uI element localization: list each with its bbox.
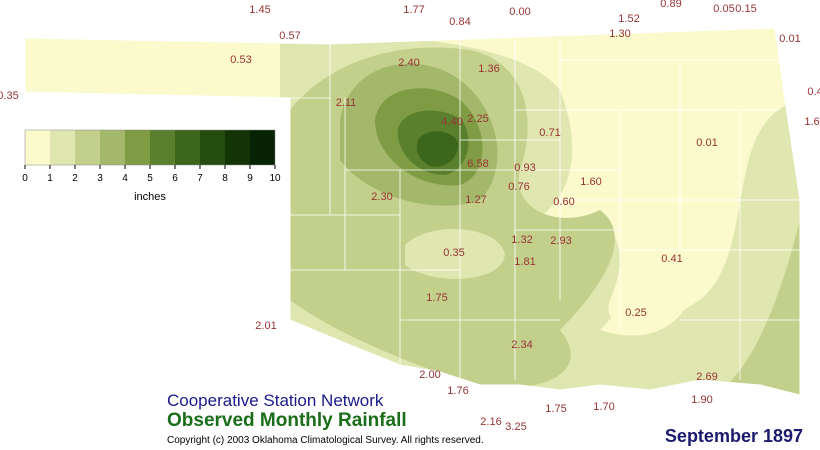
station-value: 2.93 — [550, 235, 571, 247]
station-value: 0.71 — [539, 127, 560, 139]
legend-swatch — [250, 130, 275, 165]
legend: 0 1 2 3 4 5 6 7 8 9 10 — [22, 129, 281, 184]
station-value: 0.57 — [279, 30, 300, 42]
legend-tick-label: 0 — [22, 173, 28, 184]
station-value: 1.6 — [804, 116, 819, 128]
station-value: 1.52 — [618, 13, 639, 25]
station-value: 2.40 — [398, 57, 419, 69]
station-value: 0.25 — [625, 307, 646, 319]
station-value: 0.35 — [0, 90, 19, 102]
station-value: 0.35 — [443, 247, 464, 259]
station-value: 2.30 — [371, 191, 392, 203]
station-value: 3.25 — [505, 421, 526, 433]
station-value: 1.30 — [609, 28, 630, 40]
station-value: 0.01 — [696, 137, 717, 149]
legend-swatch — [225, 130, 250, 165]
station-value: 1.90 — [691, 394, 712, 406]
period: September 1897 — [665, 426, 803, 446]
station-value: 0.93 — [514, 162, 535, 174]
copyright: Copyright (c) 2003 Oklahoma Climatologic… — [167, 435, 484, 446]
legend-tick-label: 10 — [269, 173, 281, 184]
station-value: 2.01 — [255, 320, 276, 332]
legend-tick-label: 4 — [122, 173, 128, 184]
station-value: 2.25 — [467, 113, 488, 125]
legend-swatch — [125, 130, 150, 165]
legend-tick-label: 1 — [47, 173, 53, 184]
legend-swatch — [50, 130, 75, 165]
legend-swatch — [200, 130, 225, 165]
station-value: 0.01 — [779, 33, 800, 45]
station-value: 6.58 — [467, 158, 488, 170]
station-value: 1.60 — [580, 176, 601, 188]
station-value: 0.4 — [807, 86, 820, 98]
legend-unit: inches — [134, 191, 166, 203]
station-value: 0.89 — [660, 0, 681, 10]
station-value: 4.40 — [441, 116, 462, 128]
station-values: 1.45 1.77 0.84 0.00 1.52 0.89 0.05 0.15 … — [0, 0, 820, 433]
legend-tick-label: 5 — [147, 173, 153, 184]
legend-swatch — [75, 130, 100, 165]
legend-swatch — [150, 130, 175, 165]
station-value: 1.75 — [426, 292, 447, 304]
station-value: 1.75 — [545, 403, 566, 415]
station-value: 2.69 — [696, 371, 717, 383]
station-value: 2.00 — [419, 369, 440, 381]
map-title: Observed Monthly Rainfall — [167, 410, 407, 431]
station-value: 1.45 — [249, 4, 270, 16]
station-value: 2.11 — [336, 97, 357, 109]
station-value: 0.41 — [661, 253, 682, 265]
station-value: 0.15 — [735, 3, 756, 15]
station-value: 1.77 — [403, 4, 424, 16]
legend-tick-label: 9 — [247, 173, 253, 184]
station-value: 1.27 — [465, 194, 486, 206]
legend-swatch — [100, 130, 125, 165]
station-value: 0.60 — [553, 196, 574, 208]
station-value: 0.76 — [508, 181, 529, 193]
station-value: 0.53 — [230, 54, 251, 66]
station-value: 1.70 — [593, 401, 614, 413]
station-value: 0.00 — [509, 6, 530, 18]
network-title: Cooperative Station Network — [167, 391, 384, 410]
station-value: 1.76 — [447, 385, 468, 397]
station-value: 2.34 — [511, 339, 532, 351]
legend-tick-label: 2 — [72, 173, 78, 184]
station-value: 1.81 — [514, 256, 535, 268]
station-value: 1.36 — [478, 63, 499, 75]
legend-tick-label: 6 — [172, 173, 178, 184]
station-value: 2.16 — [480, 416, 501, 428]
legend-tick-label: 8 — [222, 173, 228, 184]
station-value: 0.84 — [449, 16, 470, 28]
legend-tick-label: 7 — [197, 173, 203, 184]
county-lines — [290, 40, 800, 380]
legend-tick-label: 3 — [97, 173, 103, 184]
legend-swatch — [25, 130, 50, 165]
station-value: 0.05 — [713, 3, 734, 15]
station-value: 1.32 — [511, 234, 532, 246]
legend-swatch — [175, 130, 200, 165]
